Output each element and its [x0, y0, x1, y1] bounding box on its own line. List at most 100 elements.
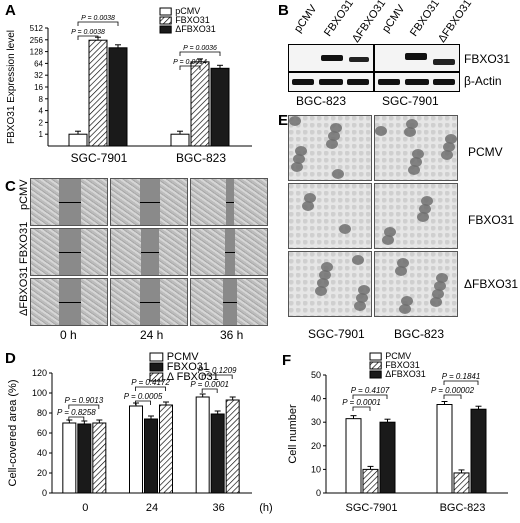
cell-line-label: BGC-823 — [296, 94, 347, 108]
western-blot-panel: pCMV FBXO31 ΔFBXO31 pCMV FBXO31 ΔFBXO31 … — [280, 0, 520, 112]
x-tick-label: 36 — [213, 502, 225, 514]
bar — [68, 133, 88, 147]
legend-label: ΔFBXO31 — [385, 369, 426, 379]
chart-a: 512 256 128 64 32 16 8 4 2 1 FBXO31 Expression lev… — [6, 6, 252, 165]
significance-bracket — [179, 51, 221, 56]
scratch-image — [30, 278, 108, 326]
y-tick-label: 100 — [32, 388, 47, 398]
y-tick-label: 32 — [34, 71, 43, 80]
cell-blob — [291, 162, 303, 172]
row-label: PCMV — [468, 145, 503, 159]
blot-fbxo31-bgc — [288, 44, 374, 72]
cell-blob — [408, 165, 420, 175]
bar — [129, 405, 143, 494]
legend-label: PCMV — [167, 351, 199, 363]
scratch-image — [30, 178, 108, 226]
cell-blob — [406, 119, 418, 129]
significance-bracket — [352, 406, 371, 411]
x-axis-label: (h) — [259, 502, 272, 514]
cell-blob — [404, 127, 416, 137]
bar — [379, 421, 396, 494]
significance-bracket — [135, 400, 151, 405]
bar — [470, 408, 487, 494]
bar — [108, 47, 128, 147]
x-tick-label: BGC-823 — [440, 502, 486, 514]
x-tick-label: SGC-7901 — [71, 151, 128, 165]
p-value-label: P = 0.0005 — [124, 392, 163, 401]
col-label: 24 h — [140, 328, 164, 342]
y-tick-label: 0 — [316, 488, 321, 498]
cell-blob — [417, 212, 429, 222]
row-label: ΔFBXO31 — [464, 277, 519, 291]
cell-blob — [384, 227, 396, 237]
legend-swatch — [149, 352, 164, 362]
cell-blob — [443, 142, 455, 152]
gap-arrow — [225, 252, 235, 253]
y-tick-label: 64 — [34, 59, 43, 68]
scratch-image — [190, 178, 268, 226]
row-label: pCMV — [18, 179, 30, 210]
scratch-image — [110, 178, 188, 226]
legend-label: FBXO31 — [167, 361, 209, 373]
cell-blob — [445, 134, 457, 144]
cell-blob — [302, 201, 314, 211]
y-tick-label: 512 — [30, 24, 44, 33]
legend-swatch — [369, 361, 382, 370]
y-tick-label: 8 — [39, 95, 44, 104]
col-label: BGC-823 — [394, 327, 445, 341]
cell-blob — [358, 285, 370, 295]
cell-blob — [289, 116, 301, 126]
bar — [362, 468, 379, 494]
cell-blob — [339, 224, 351, 234]
y-tick-label: 128 — [30, 48, 44, 57]
gap-arrow — [59, 252, 81, 253]
panel-letter-e: E — [278, 112, 289, 129]
cell-blob — [375, 126, 387, 136]
transwell-image — [374, 115, 458, 181]
bar — [453, 472, 470, 494]
cell-blob — [441, 150, 453, 160]
y-tick-label: 30 — [311, 417, 321, 427]
bar — [225, 399, 240, 494]
bar — [144, 418, 158, 494]
y-axis-label: FBXO31 Expression level — [6, 30, 17, 144]
transwell-panel: PCMV FBXO31 ΔFBXO31 SGC-7901 BGC-823 — [288, 115, 520, 345]
transwell-image — [374, 183, 458, 249]
legend-swatch — [159, 7, 172, 16]
significance-bracket — [443, 394, 462, 399]
y-tick-label: 60 — [37, 428, 47, 438]
scratch-image — [30, 228, 108, 276]
transwell-image — [288, 115, 372, 181]
wound-healing-panel: pCMV FBXO31 ΔFBXO31 0 h 24 h 36 h — [0, 178, 272, 343]
cell-blob — [430, 297, 442, 307]
legend-swatch — [159, 16, 172, 25]
y-axis-label: Cell-covered area (%) — [7, 380, 19, 487]
cell-blob — [317, 278, 329, 288]
significance-bracket — [201, 374, 233, 379]
p-value-label: P = 0.0036 — [183, 45, 217, 52]
cell-blob — [321, 262, 333, 272]
gap-arrow — [140, 302, 160, 303]
row-label: FBXO31 — [18, 221, 30, 264]
bar — [62, 422, 77, 494]
cell-blob — [330, 123, 342, 133]
cell-blob — [419, 204, 431, 214]
significance-bracket — [201, 388, 218, 393]
cell-blob — [410, 157, 422, 167]
cell-blob — [328, 131, 340, 141]
y-tick-label: 40 — [311, 394, 321, 404]
significance-bracket — [68, 404, 100, 409]
y-tick-label: 4 — [39, 107, 44, 116]
lane-label: ΔFBXO31 — [436, 0, 475, 45]
cell-blob — [412, 149, 424, 159]
y-tick-label: 0 — [42, 488, 47, 498]
p-value-label: P = 0.0038 — [81, 15, 115, 22]
y-tick-label: 20 — [37, 468, 47, 478]
y-tick-label: 16 — [34, 83, 43, 92]
significance-bracket — [77, 35, 99, 40]
cell-blob — [356, 293, 368, 303]
bar — [77, 423, 92, 494]
legend-label: pCMV — [175, 6, 200, 16]
significance-bracket — [77, 21, 119, 26]
cell-blob — [421, 196, 433, 206]
